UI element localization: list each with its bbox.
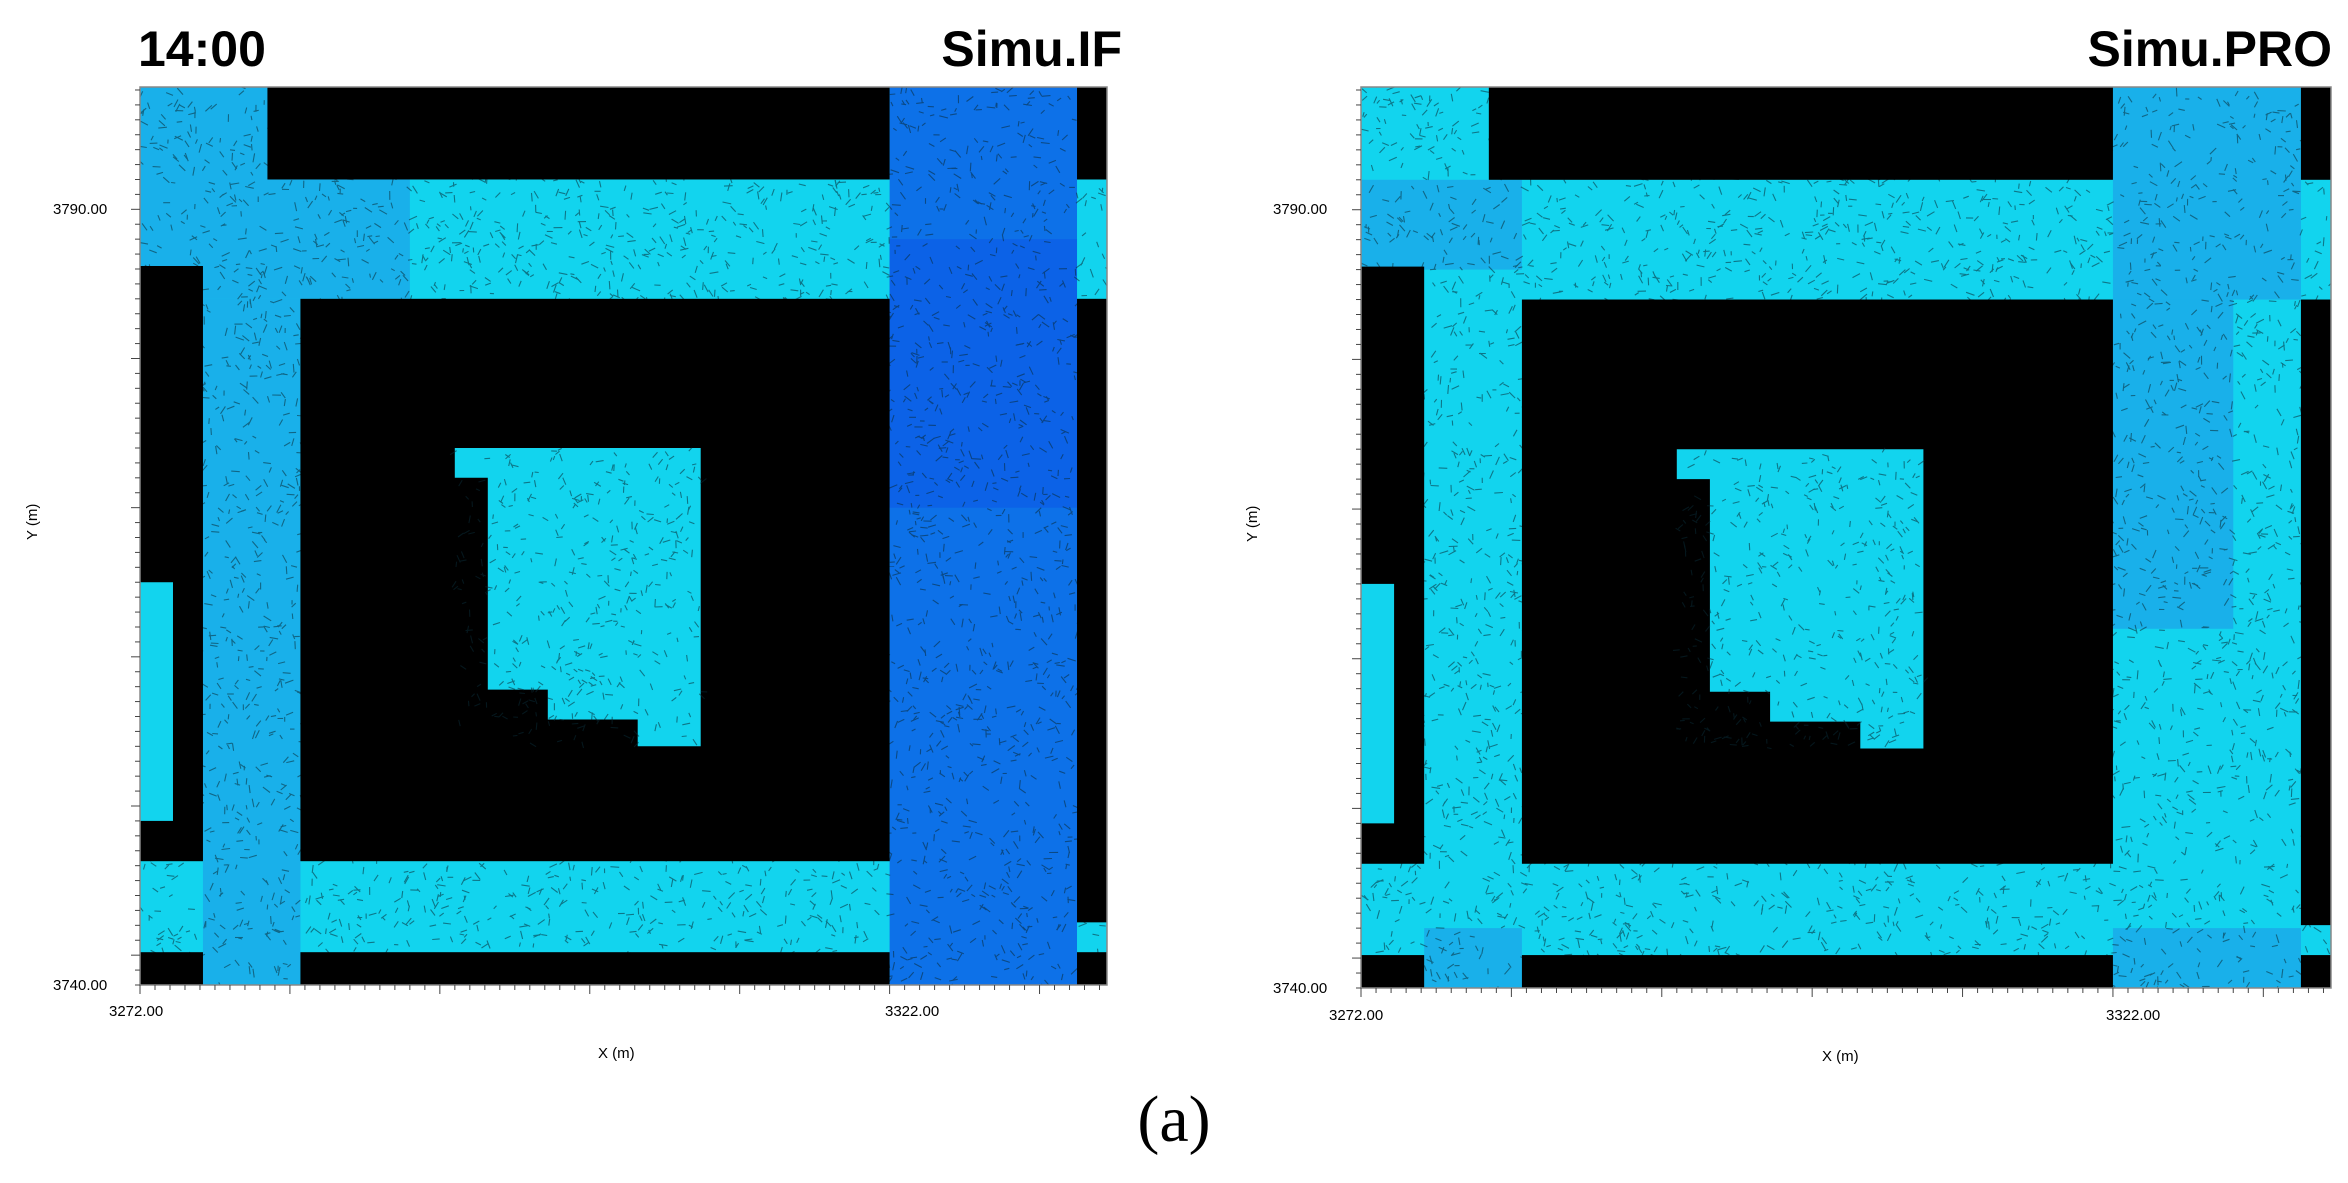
x-tick-right-0: 3272.00 [1329,1007,1384,1024]
plot-area [1361,87,2331,988]
building-0 [267,87,890,180]
speed-zone-2 [2112,299,2234,629]
courtyard-vectors [449,447,708,749]
y-tick-right-0: 3790.00 [1273,201,1328,218]
building-1 [1077,87,1107,180]
building-4 [2300,299,2331,926]
time-label: 14:00 [138,21,266,77]
speed-zone-4 [889,239,1078,508]
building-6 [1521,955,2113,988]
x-tick-left-0: 3272.00 [109,1003,164,1020]
building-6 [300,952,890,985]
axis-ticks [1352,89,2324,997]
speed-zone-1 [2112,87,2301,300]
x-axis-label-right: X (m) [1822,1048,1859,1065]
panel-title-right: Simu.PRO [2087,21,2332,77]
building-0 [1488,87,2113,180]
speed-zone-0 [1361,179,1522,270]
building-4 [1077,298,1107,923]
speed-zone-3 [1424,928,1522,988]
x-tick-left-1: 3322.00 [885,1003,940,1020]
axis-ticks [131,89,1101,994]
building-7 [1077,952,1107,985]
courtyard-vectors [1672,447,1929,750]
y-tick-left-0: 3790.00 [53,201,108,218]
y-tick-right-1: 3740.00 [1273,980,1328,997]
subfigure-label: (a) [1137,1083,1211,1156]
speed-zone-4 [2112,928,2301,988]
panel-title-left: Simu.IF [941,21,1122,77]
building-7 [2300,955,2331,988]
building-5 [140,952,203,985]
courtyard [1676,449,1924,749]
plot-frame [1360,86,2332,989]
edge-patch [1361,583,1395,824]
y-axis-label-right: Y (m) [1244,505,1261,542]
building-5 [1361,955,1425,988]
y-tick-left-1: 3740.00 [53,977,108,994]
x-tick-right-1: 3322.00 [2106,1007,2161,1024]
edge-patch [140,582,173,821]
courtyard [454,448,701,747]
plot-frame [139,86,1108,986]
building-1 [2300,87,2331,180]
plot-area [140,87,1107,985]
x-axis-label-left: X (m) [598,1045,635,1062]
